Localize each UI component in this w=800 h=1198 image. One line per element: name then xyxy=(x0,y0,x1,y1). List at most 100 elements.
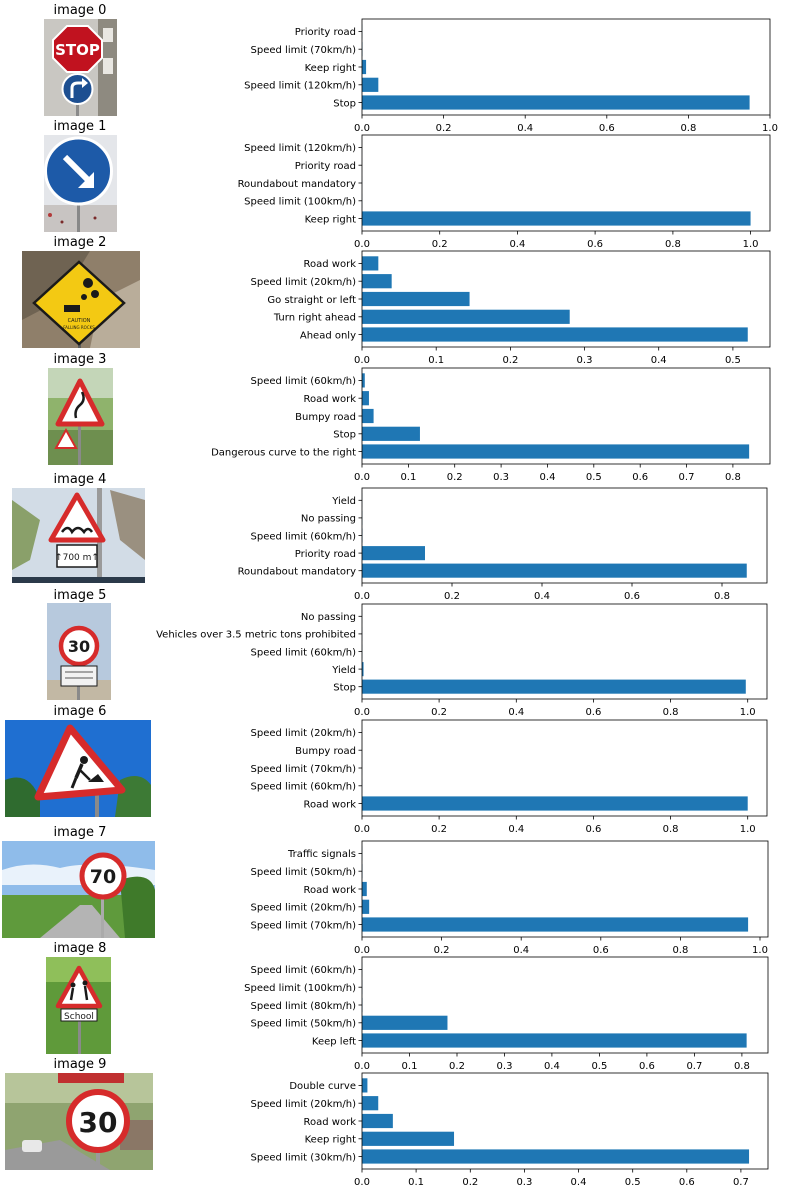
svg-text:↑700 m↑: ↑700 m↑ xyxy=(55,553,99,563)
x-tick-label: 0.2 xyxy=(431,824,447,835)
x-tick-label: 0.6 xyxy=(587,239,603,250)
y-tick-label: Turn right ahead xyxy=(273,313,356,324)
x-tick-label: 0.4 xyxy=(509,239,525,250)
x-tick-label: 0.0 xyxy=(354,239,370,250)
y-tick-label: Road work xyxy=(304,1117,357,1128)
y-tick-label: Speed limit (60km/h) xyxy=(251,531,357,542)
x-tick-label: 0.2 xyxy=(432,239,448,250)
y-tick-label: Stop xyxy=(333,683,356,694)
x-tick-label: 0.0 xyxy=(354,472,370,483)
chart-title: image 8 xyxy=(54,941,107,956)
x-tick-label: 0.6 xyxy=(624,591,640,602)
road-work-sign-photo xyxy=(5,720,151,817)
x-tick-label: 0.4 xyxy=(571,1177,587,1188)
bar xyxy=(362,327,748,341)
x-tick-label: 0.0 xyxy=(354,355,370,366)
x-tick-label: 0.6 xyxy=(632,472,648,483)
y-tick-label: Stop xyxy=(333,430,356,441)
x-tick-label: 0.8 xyxy=(714,591,730,602)
x-tick-label: 1.0 xyxy=(743,239,759,250)
y-tick-label: Ahead only xyxy=(300,330,356,341)
bar xyxy=(362,427,420,441)
bar xyxy=(362,256,378,270)
x-tick-label: 0.6 xyxy=(599,123,615,134)
x-tick-label: 0.2 xyxy=(436,123,452,134)
svg-text:70: 70 xyxy=(90,866,116,888)
y-tick-label: Road work xyxy=(304,885,357,896)
bar xyxy=(362,444,749,458)
y-tick-label: No passing xyxy=(301,514,356,525)
x-tick-label: 0.2 xyxy=(502,355,518,366)
y-tick-label: Road work xyxy=(304,394,357,405)
y-tick-label: Speed limit (70km/h) xyxy=(251,764,357,775)
y-tick-label: Speed limit (60km/h) xyxy=(251,376,357,387)
x-tick-label: 0.4 xyxy=(508,824,524,835)
svg-text:School: School xyxy=(64,1012,94,1022)
y-tick-label: Speed limit (30km/h) xyxy=(251,1152,357,1163)
x-tick-label: 0.8 xyxy=(734,1061,750,1072)
x-tick-label: 0.6 xyxy=(585,824,601,835)
x-tick-label: 0.3 xyxy=(493,472,509,483)
y-tick-label: Priority road xyxy=(295,549,356,560)
y-tick-label: Speed limit (60km/h) xyxy=(251,965,357,976)
bar xyxy=(362,1078,367,1092)
x-tick-label: 0.8 xyxy=(665,239,681,250)
chart-title: image 3 xyxy=(54,352,107,367)
x-tick-label: 0.6 xyxy=(585,707,601,718)
x-tick-label: 0.2 xyxy=(447,472,463,483)
x-tick-label: 0.1 xyxy=(428,355,444,366)
x-tick-label: 0.7 xyxy=(686,1061,702,1072)
y-tick-label: Priority road xyxy=(295,27,356,38)
chart-title: image 6 xyxy=(54,704,107,719)
x-tick-label: 0.1 xyxy=(402,1061,418,1072)
y-tick-label: Keep right xyxy=(305,63,356,74)
bar xyxy=(362,680,746,694)
bar xyxy=(362,1096,378,1110)
x-tick-label: 0.6 xyxy=(593,945,609,956)
bar xyxy=(362,95,750,109)
speed-70-sign-photo: 70 xyxy=(2,841,155,938)
stop-sign-photo: STOP xyxy=(44,19,117,116)
bar xyxy=(362,60,366,74)
x-tick-label: 0.5 xyxy=(586,472,602,483)
x-tick-label: 0.4 xyxy=(544,1061,560,1072)
x-tick-label: 0.3 xyxy=(497,1061,513,1072)
y-tick-label: Speed limit (50km/h) xyxy=(251,867,357,878)
bar xyxy=(362,211,751,225)
y-tick-label: Speed limit (100km/h) xyxy=(244,197,356,208)
x-tick-label: 0.3 xyxy=(516,1177,532,1188)
x-tick-label: 0.5 xyxy=(725,355,741,366)
y-tick-label: Go straight or left xyxy=(267,295,356,306)
x-tick-label: 0.2 xyxy=(462,1177,478,1188)
y-tick-label: Speed limit (20km/h) xyxy=(251,277,357,288)
speed-30-sign-photo: 30 xyxy=(47,603,111,700)
x-tick-label: 0.0 xyxy=(354,591,370,602)
keep-right-sign-photo xyxy=(44,135,117,232)
x-tick-label: 0.5 xyxy=(625,1177,641,1188)
falling-rocks-sign-photo: CAUTION FALLING ROCKS xyxy=(22,251,140,348)
svg-text:STOP: STOP xyxy=(55,41,100,59)
y-tick-label: Speed limit (20km/h) xyxy=(251,1099,357,1110)
chart-title: image 4 xyxy=(54,472,107,487)
y-tick-label: Bumpy road xyxy=(295,412,356,423)
x-tick-label: 1.0 xyxy=(740,824,756,835)
bumpy-road-sign-photo: ↑700 m↑ xyxy=(12,488,145,583)
x-tick-label: 0.6 xyxy=(639,1061,655,1072)
x-tick-label: 1.0 xyxy=(752,945,768,956)
chart-title: image 1 xyxy=(54,119,107,134)
y-tick-label: Traffic signals xyxy=(287,849,356,860)
y-tick-label: Keep right xyxy=(305,1135,356,1146)
bar xyxy=(362,917,748,931)
bar xyxy=(362,409,374,423)
chart-title: image 2 xyxy=(54,235,107,250)
x-tick-label: 0.4 xyxy=(651,355,667,366)
svg-text:FALLING ROCKS: FALLING ROCKS xyxy=(63,325,95,330)
y-tick-label: Yield xyxy=(331,665,356,676)
y-tick-label: Speed limit (120km/h) xyxy=(244,143,356,154)
bar xyxy=(362,1033,747,1047)
